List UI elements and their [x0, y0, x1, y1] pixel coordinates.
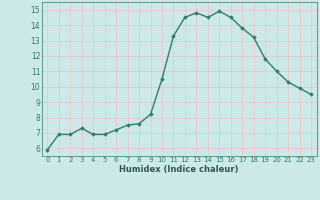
X-axis label: Humidex (Indice chaleur): Humidex (Indice chaleur) [119, 165, 239, 174]
